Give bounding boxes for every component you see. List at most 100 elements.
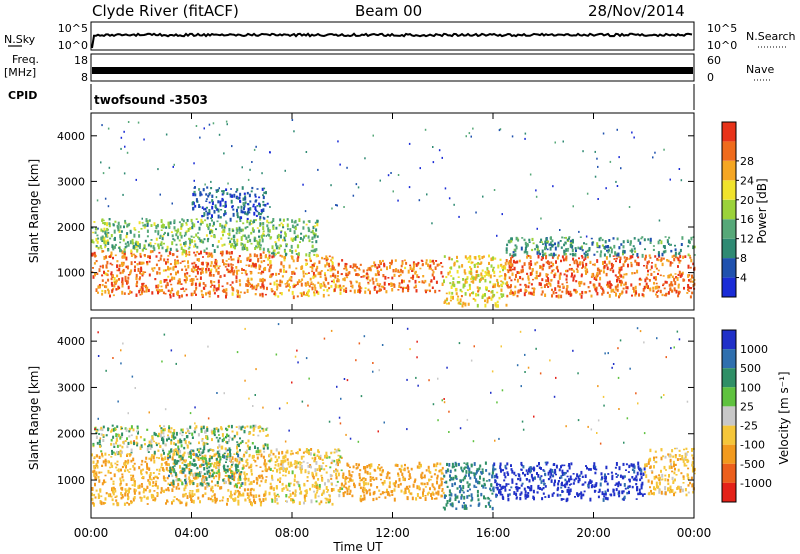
scatter-cell xyxy=(659,274,662,277)
scatter-cell xyxy=(532,489,535,494)
scatter-cell xyxy=(224,447,227,451)
scatter-cell xyxy=(197,455,200,458)
scatter-cell xyxy=(211,469,214,472)
scatter-cell xyxy=(414,270,417,274)
scatter-cell xyxy=(344,265,347,268)
scatter-cell xyxy=(398,271,401,274)
scatter-cell xyxy=(677,257,680,262)
scatter-cell xyxy=(619,293,621,297)
scatter-cell xyxy=(366,470,369,475)
scatter-cell xyxy=(275,498,278,502)
scatter-cell xyxy=(618,494,621,498)
scatter-cell xyxy=(295,452,298,454)
scatter-cell xyxy=(215,228,217,231)
scatter-cell xyxy=(178,221,181,224)
scatter-cell xyxy=(151,267,154,271)
scatter-cell xyxy=(473,472,476,477)
scatter-cell xyxy=(519,493,522,496)
scatter-cell xyxy=(529,488,532,492)
scatter-cell xyxy=(462,285,465,289)
scatter-cell xyxy=(455,475,458,478)
scatter-cell xyxy=(238,232,241,234)
scatter-cell xyxy=(678,251,681,255)
scatter-cell xyxy=(185,482,188,487)
scatter-cell xyxy=(528,281,531,285)
scatter-cell xyxy=(195,453,198,457)
scatter-cell xyxy=(493,285,496,288)
scatter-cell xyxy=(291,219,294,223)
scatter-cell xyxy=(162,438,165,443)
scatter-cell xyxy=(217,200,220,204)
scatter-cell xyxy=(548,243,551,246)
scatter-cell xyxy=(149,256,151,260)
scatter-cell xyxy=(128,435,131,438)
scatter-cell xyxy=(177,228,180,233)
scatter-cell xyxy=(198,188,201,191)
scatter-cell xyxy=(110,234,113,238)
colorbar-tick-label: 24 xyxy=(740,174,754,187)
scatter-cell xyxy=(293,272,296,275)
scatter-cell xyxy=(104,474,107,477)
scatter-cell xyxy=(225,292,228,296)
scatter-cell xyxy=(185,288,188,291)
scatter-cell xyxy=(315,290,318,294)
scatter-cell xyxy=(158,472,161,475)
scatter-cell xyxy=(215,262,218,266)
scatter-cell xyxy=(278,283,281,287)
scatter-cell xyxy=(559,272,562,276)
scatter-cell xyxy=(206,467,209,470)
scatter-cell xyxy=(331,264,334,267)
scatter-cell xyxy=(593,253,596,256)
scatter-cell xyxy=(342,477,345,479)
scatter-cell xyxy=(631,294,633,297)
scatter-cell xyxy=(283,257,286,262)
scatter-cell xyxy=(192,236,195,239)
scatter-cell xyxy=(430,493,433,497)
scatter-cell xyxy=(249,491,252,496)
scatter-cell xyxy=(171,488,174,492)
scatter-cell xyxy=(202,282,205,285)
scatter-cell xyxy=(188,274,191,277)
scatter-cell xyxy=(190,495,193,499)
scatter-cell xyxy=(192,449,194,452)
scatter-cell xyxy=(373,261,376,265)
scatter-cell xyxy=(629,255,632,260)
colorbar-swatch xyxy=(722,219,736,239)
scatter-cell xyxy=(445,480,448,484)
scatter-cell xyxy=(332,266,335,271)
scatter-cell xyxy=(516,278,519,283)
scatter-cell xyxy=(121,290,124,295)
scatter-cell xyxy=(468,283,471,287)
scatter-cell xyxy=(376,266,379,270)
scatter-cell xyxy=(507,269,510,274)
scatter-cell xyxy=(196,448,199,451)
scatter-cell xyxy=(248,466,251,469)
scatter-cell xyxy=(152,499,155,501)
scatter-cell xyxy=(490,297,493,301)
scatter-cell xyxy=(650,272,653,276)
scatter-cell xyxy=(191,222,194,225)
scatter-cell xyxy=(302,238,304,242)
scatter-cell xyxy=(168,251,171,254)
scatter-cell xyxy=(281,255,284,258)
scatter-cell xyxy=(288,289,290,292)
scatter-cell xyxy=(485,469,488,472)
scatter-cell xyxy=(643,285,646,290)
scatter-cell xyxy=(327,478,330,483)
scatter-cell xyxy=(148,467,151,471)
scatter-cell xyxy=(514,253,517,257)
scatter-cell xyxy=(572,276,575,280)
scatter-cell xyxy=(168,437,170,440)
scatter-cell xyxy=(541,268,544,271)
scatter-cell xyxy=(596,157,598,160)
scatter-cell xyxy=(259,278,262,282)
scatter-cell xyxy=(340,456,343,459)
scatter-cell xyxy=(269,264,272,269)
scatter-cell xyxy=(276,502,279,505)
scatter-cell xyxy=(550,236,552,240)
freq-tick-top: 18 xyxy=(74,54,88,67)
scatter-cell xyxy=(434,468,437,472)
scatter-cell xyxy=(218,477,220,481)
scatter-cell xyxy=(255,450,258,454)
scatter-cell xyxy=(576,263,579,268)
